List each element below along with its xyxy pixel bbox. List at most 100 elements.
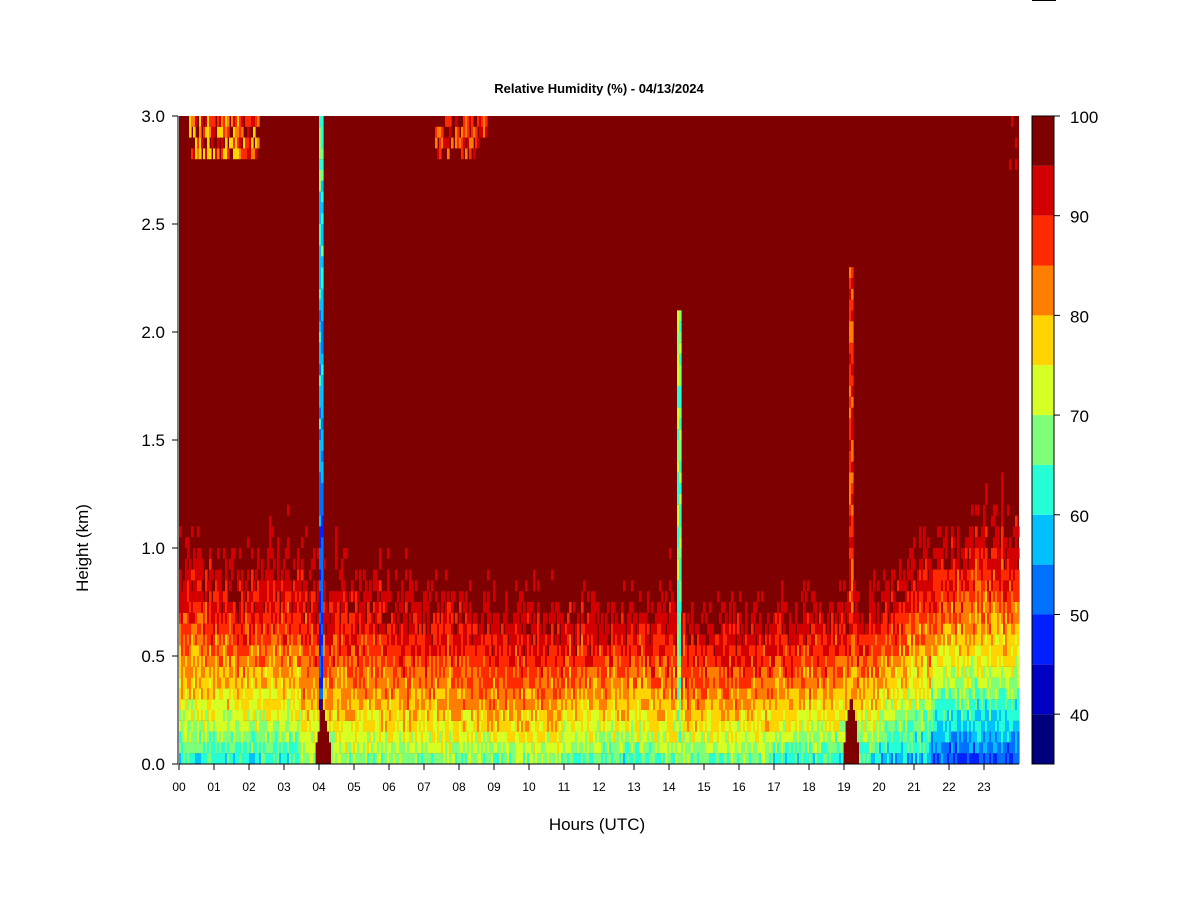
heatmap-cell	[807, 666, 810, 678]
heatmap-cell	[219, 731, 222, 754]
heatmap-cell	[589, 753, 592, 764]
heatmap-cell	[531, 731, 534, 743]
heatmap-cell	[291, 699, 294, 710]
heatmap-cell	[443, 677, 446, 689]
heatmap-cell	[635, 742, 638, 764]
heatmap-cell	[911, 548, 914, 592]
heatmap-cell	[593, 677, 596, 710]
heatmap-cell	[733, 623, 736, 635]
heatmap-cell	[335, 720, 338, 743]
heatmap-cell	[961, 591, 964, 602]
heatmap-cell	[367, 731, 370, 743]
heatmap-cell	[283, 710, 286, 732]
heatmap-cell	[651, 656, 654, 667]
heatmap-cell	[557, 688, 560, 700]
heatmap-cell	[951, 677, 954, 689]
heatmap-cell	[831, 666, 834, 710]
heatmap-cell	[641, 645, 644, 656]
heatmap-cell	[899, 677, 902, 710]
heatmap-cell	[289, 710, 292, 732]
colorbar-swatch	[1032, 116, 1054, 166]
heatmap-cell	[721, 731, 724, 754]
heatmap-cell	[913, 731, 916, 764]
heatmap-cell	[345, 656, 348, 667]
heatmap-cell	[231, 731, 234, 743]
heatmap-cell	[669, 688, 672, 743]
heatmap-cell	[833, 699, 836, 710]
heatmap-cell	[241, 591, 244, 624]
heatmap-cell	[321, 634, 324, 646]
heatmap-cell	[911, 720, 914, 732]
heatmap-cell	[199, 137, 202, 160]
heatmap-cell	[293, 612, 296, 646]
heatmap-cell	[585, 623, 588, 646]
heatmap-cell	[813, 677, 816, 700]
heatmap-cell	[963, 731, 966, 754]
heatmap-cell	[979, 742, 982, 764]
heatmap-cell	[995, 710, 998, 721]
heatmap-cell	[527, 602, 530, 613]
heatmap-cell	[857, 656, 860, 667]
heatmap-cell	[499, 677, 502, 710]
heatmap-cell	[995, 677, 998, 689]
heatmap-cell	[205, 742, 208, 754]
heatmap-cell	[825, 677, 828, 700]
heatmap-cell	[263, 753, 266, 764]
heatmap-cell	[279, 742, 282, 754]
heatmap-cell	[549, 645, 552, 667]
heatmap-cell	[865, 731, 868, 743]
heatmap-cell	[465, 591, 468, 613]
heatmap-cell	[445, 569, 448, 581]
heatmap-cell	[525, 580, 528, 592]
heatmap-cell	[529, 634, 532, 656]
heatmap-cell	[281, 591, 284, 602]
heatmap-cell	[903, 742, 906, 764]
heatmap-cell	[747, 742, 750, 764]
heatmap-cell	[525, 634, 528, 667]
heatmap-cell	[209, 569, 212, 592]
heatmap-cell	[571, 699, 574, 710]
heatmap-cell	[819, 720, 822, 754]
heatmap-cell	[455, 634, 458, 646]
heatmap-cell	[545, 612, 548, 624]
heatmap-cell	[185, 666, 188, 678]
heatmap-cell	[881, 645, 884, 656]
heatmap-cell	[639, 634, 642, 646]
heatmap-cell	[935, 699, 938, 710]
heatmap-cell	[399, 710, 402, 721]
heatmap-cell	[975, 710, 978, 721]
heatmap-cell	[999, 666, 1002, 689]
heatmap-cell	[705, 645, 708, 656]
heatmap-cell	[773, 753, 776, 764]
heatmap-cell	[993, 699, 996, 710]
heatmap-cell	[591, 753, 594, 764]
heatmap-cell	[351, 710, 354, 721]
heatmap-cell	[905, 666, 908, 689]
heatmap-cell	[981, 548, 984, 559]
heatmap-cell	[977, 742, 980, 754]
heatmap-cell	[339, 656, 342, 689]
heatmap-cell	[899, 645, 902, 656]
heatmap-cell	[345, 753, 348, 764]
heatmap-cell	[515, 656, 518, 689]
heatmap-cell	[243, 634, 246, 646]
heatmap-cell	[319, 116, 322, 127]
heatmap-cell	[553, 699, 556, 710]
heatmap-cell	[927, 699, 930, 721]
heatmap-cell	[975, 623, 978, 635]
heatmap-cell	[323, 558, 326, 570]
heatmap-cell	[831, 710, 834, 721]
heatmap-cell	[243, 742, 246, 764]
heatmap-cell	[851, 634, 854, 656]
heatmap-cell	[391, 623, 394, 646]
heatmap-cell	[549, 753, 552, 764]
heatmap-cell	[523, 688, 526, 710]
heatmap-cell	[281, 753, 284, 764]
heatmap-cell	[637, 623, 640, 635]
heatmap-cell	[543, 688, 546, 700]
heatmap-cell	[359, 710, 362, 721]
heatmap-cell	[557, 699, 560, 710]
heatmap-cell	[869, 720, 872, 732]
heatmap-cell	[469, 580, 472, 592]
heatmap-cell	[367, 688, 370, 700]
